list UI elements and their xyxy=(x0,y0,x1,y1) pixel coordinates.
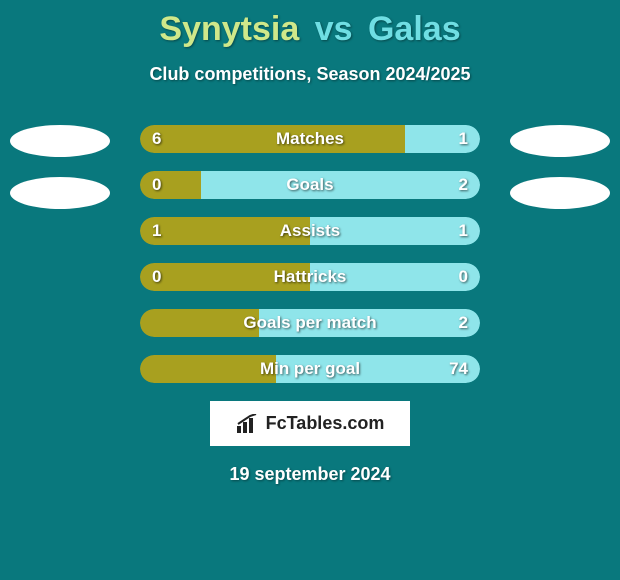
avatar-left-2 xyxy=(10,177,110,209)
bar-label: Hattricks xyxy=(274,267,347,287)
bar-left-fill xyxy=(140,125,405,153)
bar-row-assists: 1 1 Assists xyxy=(140,217,480,245)
logo-text: FcTables.com xyxy=(266,413,385,434)
bar-row-min-per-goal: 74 Min per goal xyxy=(140,355,480,383)
bar-label: Min per goal xyxy=(260,359,360,379)
bar-left-fill xyxy=(140,171,201,199)
chart-area: 6 1 Matches 0 2 Goals 1 1 Assists 0 0 Hattricks 2 Goa… xyxy=(0,125,620,383)
bar-row-goals-per-match: 2 Goals per match xyxy=(140,309,480,337)
bar-label: Goals per match xyxy=(243,313,376,333)
date-text: 19 september 2024 xyxy=(0,464,620,485)
bar-right-value: 0 xyxy=(459,267,468,287)
bar-left-fill xyxy=(140,355,276,383)
bar-left-fill xyxy=(140,309,259,337)
bar-label: Goals xyxy=(286,175,333,195)
avatar-right-3 xyxy=(510,177,610,209)
avatar-right-1 xyxy=(510,125,610,157)
bar-right-fill xyxy=(405,125,480,153)
bar-row-goals: 0 2 Goals xyxy=(140,171,480,199)
avatar-left-0 xyxy=(10,125,110,157)
bar-right-value: 1 xyxy=(459,221,468,241)
logo-icon xyxy=(236,414,260,434)
bar-left-value: 1 xyxy=(152,221,161,241)
bar-right-fill xyxy=(201,171,480,199)
logo-box: FcTables.com xyxy=(210,401,410,446)
bar-left-value: 6 xyxy=(152,129,161,149)
bars-container: 6 1 Matches 0 2 Goals 1 1 Assists 0 0 Hattricks 2 Goa… xyxy=(140,125,480,383)
subtitle: Club competitions, Season 2024/2025 xyxy=(0,64,620,85)
title-player1: Synytsia xyxy=(159,10,299,48)
title-player2: Galas xyxy=(368,10,461,48)
bar-right-value: 1 xyxy=(459,129,468,149)
title-vs: vs xyxy=(315,10,353,48)
bar-right-value: 2 xyxy=(459,313,468,333)
bar-row-hattricks: 0 0 Hattricks xyxy=(140,263,480,291)
bar-label: Matches xyxy=(276,129,344,149)
bar-row-matches: 6 1 Matches xyxy=(140,125,480,153)
bar-label: Assists xyxy=(280,221,340,241)
bar-left-value: 0 xyxy=(152,267,161,287)
bar-left-value: 0 xyxy=(152,175,161,195)
page-title: Synytsia vs Galas xyxy=(0,0,620,49)
comparison-infographic: Synytsia vs Galas Club competitions, Sea… xyxy=(0,0,620,580)
bar-right-value: 2 xyxy=(459,175,468,195)
bar-right-value: 74 xyxy=(449,359,468,379)
